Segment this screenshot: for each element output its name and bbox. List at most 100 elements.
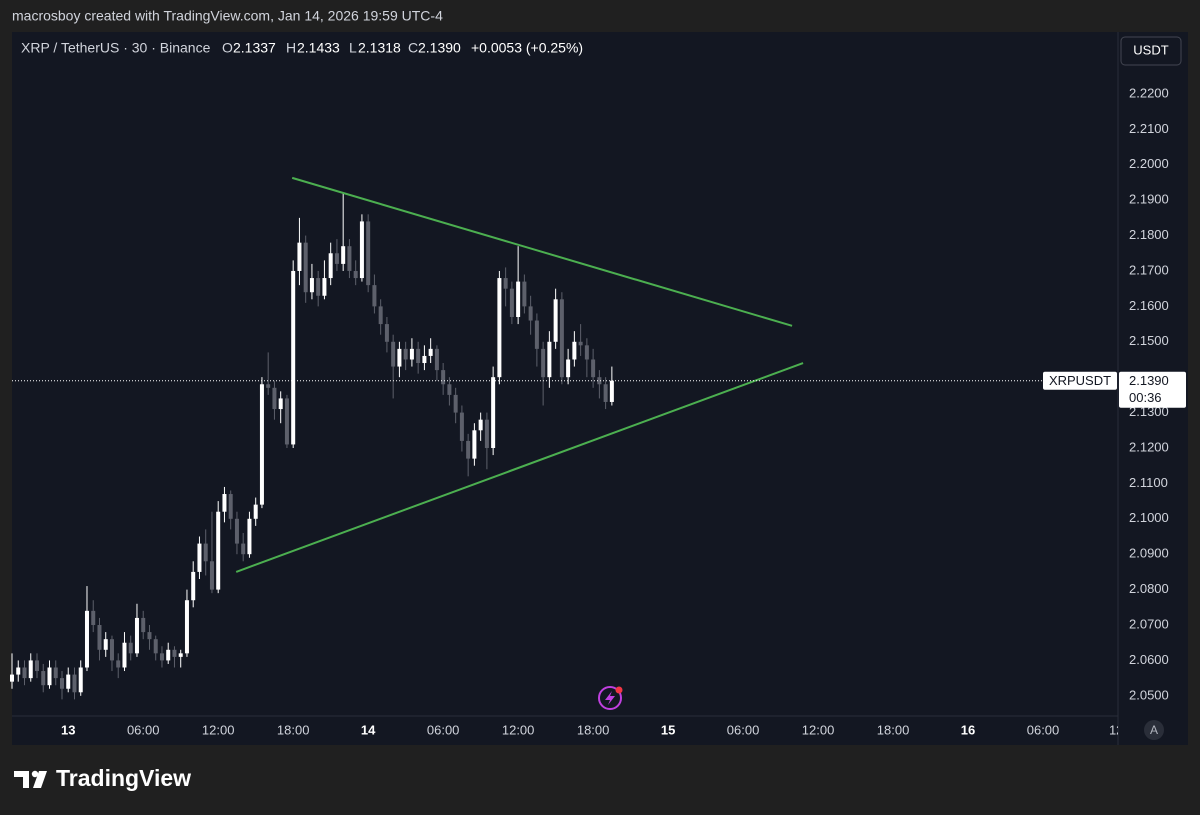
x-tick-label: 16 — [961, 722, 975, 737]
candle-body — [309, 278, 314, 293]
x-tick-label: 06:00 — [727, 722, 760, 737]
candle-body — [222, 494, 227, 512]
candle-body — [272, 387, 277, 410]
candle-body — [247, 518, 252, 555]
x-axis: 13 06:00 12:00 18:00 14 06:00 12:00 18:00 15 06:0… — [61, 722, 1118, 737]
candle-body — [253, 504, 258, 519]
candle-body — [153, 639, 158, 654]
symbol-tag-text: XRPUSDT — [1049, 373, 1111, 388]
y-tick-label: 2.0600 — [1129, 652, 1169, 667]
symbol: XRP / TetherUS · 30 · Binance — [21, 40, 211, 56]
x-tick-label: 12:00 — [802, 722, 835, 737]
candle-body — [297, 242, 302, 271]
candle-body — [434, 348, 439, 371]
o-value: 2.1337 — [233, 40, 276, 56]
candle-body — [203, 543, 208, 562]
l-label: L — [349, 40, 357, 56]
candle-body — [72, 674, 77, 693]
y-tick-label: 2.1300 — [1129, 404, 1169, 419]
candle-body — [322, 278, 327, 296]
x-tick-label: 15 — [661, 722, 675, 737]
candle-body — [328, 253, 333, 279]
candle-body — [66, 674, 71, 689]
trendline — [235, 362, 804, 573]
candle-body — [141, 617, 146, 633]
candle-body — [484, 419, 489, 448]
candle-body — [259, 384, 264, 505]
candle-body — [159, 653, 164, 661]
candle-body — [166, 649, 171, 661]
candle-body — [103, 639, 108, 650]
countdown: 00:36 — [1129, 390, 1162, 405]
candle-body — [91, 610, 96, 626]
candle-body — [578, 341, 583, 346]
candle-body — [359, 221, 364, 279]
price-tag-text: 2.1390 — [1129, 373, 1169, 388]
candle-body — [603, 384, 608, 402]
candle-body — [397, 348, 402, 367]
candle-body — [547, 341, 552, 378]
candle-body — [584, 345, 589, 360]
x-tick-label: 18:00 — [577, 722, 610, 737]
y-tick-label: 2.1500 — [1129, 333, 1169, 348]
candle-body — [441, 370, 446, 385]
candle-body — [559, 299, 564, 378]
candle-body — [428, 348, 433, 356]
candle-body — [566, 359, 571, 378]
auto-label[interactable]: A — [1150, 723, 1158, 737]
candle-body — [97, 625, 102, 650]
x-tick-label: 06:00 — [1027, 722, 1060, 737]
candle-body — [41, 671, 46, 686]
candle-body — [184, 600, 189, 654]
candle-body — [316, 278, 321, 296]
y-tick-label: 2.0500 — [1129, 687, 1169, 702]
trendline — [291, 176, 793, 327]
candle-body — [266, 384, 271, 388]
y-tick-label: 2.0900 — [1129, 546, 1169, 561]
y-tick-label: 2.2200 — [1129, 85, 1169, 100]
y-tick-label: 2.1100 — [1129, 475, 1168, 490]
y-tick-label: 2.2000 — [1129, 156, 1169, 171]
candle-body — [172, 649, 177, 657]
candle-body — [47, 667, 52, 686]
y-tick-label: 2.0800 — [1129, 581, 1169, 596]
candle-body — [84, 610, 89, 668]
candle-body — [291, 270, 296, 445]
candle-body — [466, 440, 471, 459]
x-tick-label: 06:00 — [427, 722, 460, 737]
candle-body — [459, 412, 464, 441]
currency[interactable]: USDT — [1133, 42, 1168, 57]
candle-body — [241, 543, 246, 555]
y-tick-label: 2.1200 — [1129, 439, 1169, 454]
candle-body — [572, 341, 577, 360]
candle-body — [209, 561, 214, 590]
x-tick-label: 12:00 — [202, 722, 235, 737]
candle-body — [178, 653, 183, 657]
y-tick-label: 2.0700 — [1129, 616, 1169, 631]
candle-body — [503, 278, 508, 289]
candle-body — [34, 660, 39, 672]
candle-body — [516, 281, 521, 317]
candle-body — [278, 398, 283, 410]
candle-body — [528, 306, 533, 321]
y-tick-label: 2.2100 — [1129, 121, 1169, 136]
x-tick-label: 14 — [361, 722, 376, 737]
candle-body — [416, 348, 421, 364]
candle-body — [334, 253, 339, 264]
candle-body — [534, 320, 539, 349]
candle-body — [191, 571, 196, 601]
x-tick-label: 18:00 — [277, 722, 310, 737]
candle-body — [197, 543, 202, 572]
candle-body — [284, 398, 289, 445]
candle-body — [422, 355, 427, 364]
candle-body — [59, 678, 64, 689]
alert-icon[interactable] — [598, 686, 623, 710]
currency-button[interactable] — [1120, 36, 1182, 66]
x-tick-label: 13 — [61, 722, 75, 737]
auto-button[interactable] — [1144, 720, 1164, 740]
candle-body — [522, 281, 527, 307]
symbol-tag — [1043, 371, 1117, 390]
candle-body — [147, 632, 152, 640]
y-tick-label: 2.1700 — [1129, 262, 1169, 277]
